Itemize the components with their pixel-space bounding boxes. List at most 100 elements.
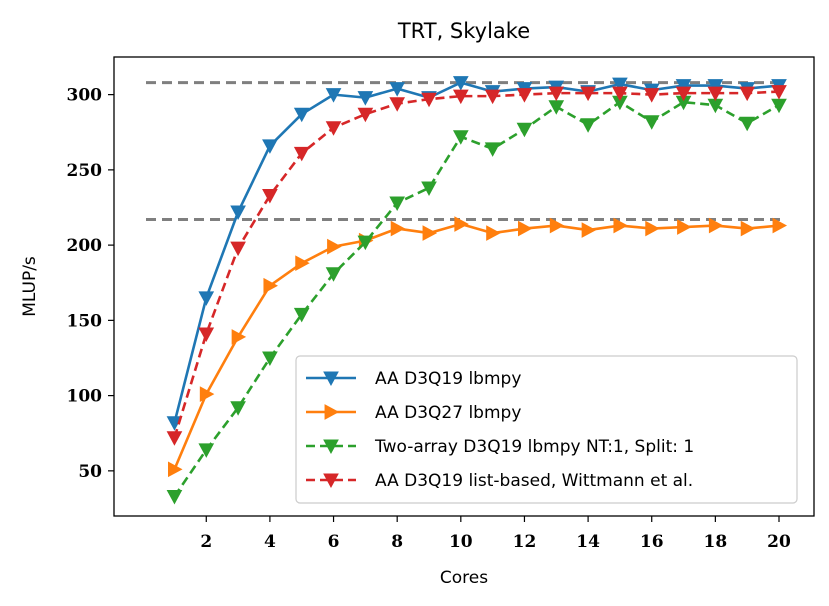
- x-tick-label: 10: [449, 532, 473, 552]
- x-tick-label: 16: [640, 532, 664, 552]
- x-tick-label: 6: [328, 532, 340, 552]
- series-2-point: [677, 219, 692, 235]
- series-3-point: [262, 351, 278, 367]
- series-4-point: [675, 86, 692, 102]
- series-line-4: [173, 90, 780, 439]
- x-tick-label: 20: [767, 532, 791, 552]
- series-4-point: [389, 97, 406, 112]
- legend-label-4: AA D3Q19 list-based, Wittmann et al.: [375, 471, 693, 491]
- series-2-point: [486, 225, 501, 241]
- x-axis-label: Cores: [440, 568, 488, 588]
- series-4-point: [580, 86, 596, 102]
- series-1-point: [675, 79, 692, 94]
- series-2-point: [454, 216, 469, 232]
- series-2-point: [199, 386, 215, 402]
- series-4-point: [357, 107, 374, 123]
- y-tick-label: 250: [67, 161, 103, 181]
- series-1-point: [612, 77, 628, 93]
- plot-frame: [113, 56, 815, 517]
- series-4-point: [739, 86, 756, 102]
- series-2-point: [708, 217, 724, 234]
- series-4-point: [452, 89, 469, 105]
- series-1-point: [452, 76, 469, 91]
- series-2-point: [231, 329, 247, 345]
- series-1-point: [198, 291, 215, 306]
- legend-box: [295, 355, 798, 504]
- series-2-point: [422, 225, 438, 241]
- series-4-point: [612, 86, 628, 102]
- x-tick-label: 8: [391, 532, 403, 552]
- series-4-point: [771, 85, 787, 100]
- y-tick-label: 300: [67, 86, 103, 106]
- series-4-point: [548, 86, 565, 102]
- series-1-point: [325, 88, 342, 103]
- series-3-point: [771, 98, 787, 114]
- y-axis-label: MLUP/s: [20, 256, 40, 317]
- x-axis: 2 4 6 8 10 12 14 16 18 20: [200, 516, 791, 552]
- series-4-point: [262, 189, 278, 204]
- series-2-point: [168, 461, 183, 478]
- series-3-point: [230, 401, 246, 416]
- legend-marker-3: [323, 439, 339, 455]
- y-axis: 50 100 150 200 250 300: [67, 86, 114, 482]
- series-3-point: [643, 115, 660, 130]
- series-4-point: [325, 121, 342, 136]
- series-2-point: [518, 220, 533, 237]
- x-tick-label: 18: [704, 532, 728, 552]
- x-tick-label: 4: [264, 532, 276, 552]
- series-4-point: [421, 92, 437, 108]
- series-1-point: [293, 107, 310, 123]
- series-3-point: [166, 489, 183, 505]
- series-3-point: [739, 116, 756, 132]
- series-2-point: [772, 217, 788, 234]
- series-2-point: [581, 222, 597, 238]
- series-3-point: [389, 196, 406, 212]
- series-4-point: [484, 89, 501, 105]
- series-1-point: [707, 79, 724, 94]
- y-tick-label: 150: [67, 311, 103, 331]
- series-1-point: [262, 139, 278, 154]
- series-4-point: [516, 88, 533, 103]
- x-tick-label: 12: [513, 532, 537, 552]
- series-4-point: [198, 327, 215, 342]
- series-3-point: [325, 267, 342, 282]
- x-tick-label: 2: [200, 532, 212, 552]
- series-2-point: [390, 220, 406, 237]
- series-4-point: [643, 88, 660, 103]
- series-3-point: [293, 307, 310, 323]
- legend-marker-4: [323, 473, 339, 489]
- x-tick-label: 14: [576, 532, 600, 552]
- series-2-point: [740, 220, 756, 237]
- series-2-point: [549, 217, 565, 234]
- series-3-point: [580, 118, 596, 133]
- legend-marker-1: [323, 371, 339, 387]
- series-line-3: [173, 100, 780, 498]
- series-3-point: [484, 142, 501, 157]
- y-tick-label: 200: [67, 236, 103, 256]
- series-4-point: [293, 146, 310, 162]
- chart-title: TRT, Skylake: [397, 19, 530, 43]
- y-tick-label: 100: [67, 387, 103, 407]
- series-2-point: [613, 217, 628, 234]
- series-1-point: [230, 205, 246, 221]
- legend-label-1: AA D3Q19 lbmpy: [375, 369, 521, 389]
- series-2-point: [295, 255, 310, 272]
- plot-marks: [146, 76, 788, 505]
- series-3-point: [198, 443, 215, 458]
- legend: AA D3Q19 lbmpy AA D3Q27 lbmpy Two-array D3…: [295, 355, 798, 504]
- legend-label-3: Two-array D3Q19 lbmpy NT:1, Split: 1: [374, 437, 694, 457]
- series-3-point: [516, 122, 533, 138]
- series-4-point: [707, 86, 724, 102]
- legend-label-2: AA D3Q27 lbmpy: [375, 403, 521, 423]
- legend-marker-2: [324, 404, 340, 420]
- series-2-point: [645, 220, 660, 237]
- series-4-point: [166, 431, 183, 446]
- y-tick-label: 50: [78, 462, 102, 482]
- series-2-point: [327, 238, 342, 255]
- series-2-point: [263, 277, 278, 294]
- series-1-point: [389, 82, 406, 97]
- series-4-point: [230, 241, 246, 257]
- series-3-point: [452, 130, 469, 145]
- series-3-point: [421, 181, 437, 196]
